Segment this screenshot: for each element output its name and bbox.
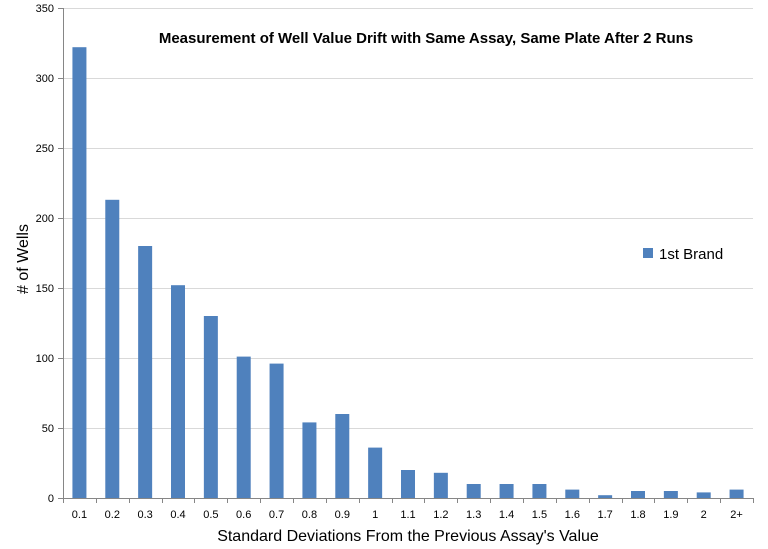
x-tick-label: 1.9 [663,509,678,521]
y-tick-label: 350 [36,3,54,15]
bar [236,356,251,498]
y-tick-label: 100 [36,353,54,365]
y-tick-label: 200 [36,213,54,225]
x-tick-label: 0.6 [236,509,251,521]
legend: 1st Brand [643,246,723,263]
x-tick-label: 0.1 [72,509,87,521]
bar [565,489,580,498]
x-tick-label: 1.4 [499,509,514,521]
bar [302,422,317,498]
bar [696,492,711,498]
x-tick-label: 1.1 [400,509,415,521]
x-tick-label: 0.2 [105,509,120,521]
y-tick-label: 50 [42,423,54,435]
y-tick-label: 300 [36,73,54,85]
x-tick-label: 1.6 [565,509,580,521]
x-tick-label: 1.3 [466,509,481,521]
bar [269,363,284,498]
x-axis-title: Standard Deviations From the Previous As… [217,528,599,545]
chart-title: Measurement of Well Value Drift with Sam… [159,30,693,47]
legend-swatch [643,248,653,258]
x-tick-label: 1 [372,509,378,521]
y-tick-label: 250 [36,143,54,155]
x-tick-label: 0.4 [170,509,185,521]
y-tick-label: 150 [36,283,54,295]
x-tick-label: 0.8 [302,509,317,521]
bar [466,484,481,498]
bar [499,484,514,498]
bar [401,470,415,498]
x-tick-label: 0.9 [335,509,350,521]
bar [203,316,218,498]
y-tick-label: 0 [48,493,54,505]
x-tick-label: 2 [701,509,707,521]
x-tick-label: 0.3 [137,509,152,521]
y-axis-title: # of Wells [15,224,32,294]
bar [368,447,383,498]
x-tick-label: 1.2 [433,509,448,521]
bar [138,246,153,498]
bar [729,489,744,498]
x-tick-label: 0.5 [203,509,218,521]
bar [105,199,120,499]
bar [532,484,547,498]
bar [598,495,613,498]
tick-labels: 0 50 100 150 200 250 300 350 0.1 0.2 0.3 0.4 0.5 0.6 0… [36,3,743,521]
x-tick-label: 1.8 [630,509,645,521]
x-tick-label: 2+ [730,509,743,521]
bar [335,414,350,498]
legend-label: 1st Brand [659,246,723,263]
bar [663,491,678,498]
gridlines [63,8,753,429]
bar [631,491,645,498]
bar [171,285,185,498]
bar [433,472,448,498]
bars [72,47,744,499]
x-tick-label: 1.5 [532,509,547,521]
x-tick-label: 1.7 [597,509,612,521]
axes [58,8,754,503]
bar [72,47,87,498]
x-tick-label: 0.7 [269,509,284,521]
